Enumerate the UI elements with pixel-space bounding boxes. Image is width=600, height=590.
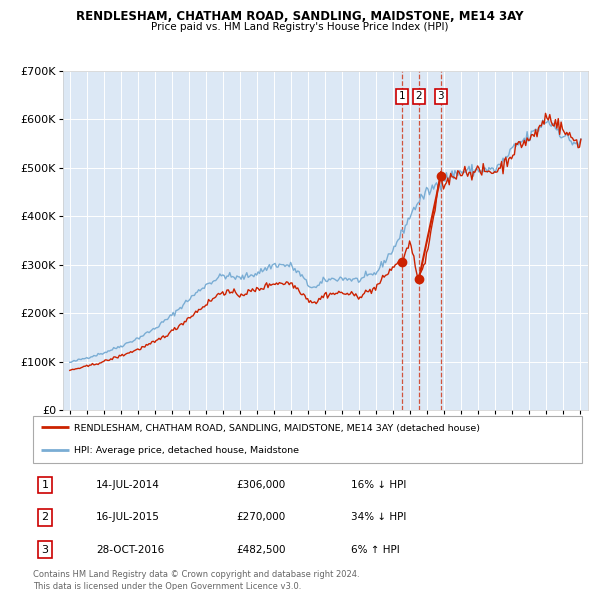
Text: Price paid vs. HM Land Registry's House Price Index (HPI): Price paid vs. HM Land Registry's House … [151, 22, 449, 32]
Text: £482,500: £482,500 [236, 545, 286, 555]
Text: 2: 2 [41, 513, 49, 522]
Text: HPI: Average price, detached house, Maidstone: HPI: Average price, detached house, Maid… [74, 447, 299, 455]
Text: £306,000: £306,000 [236, 480, 286, 490]
Text: 2: 2 [415, 91, 422, 101]
Text: 1: 1 [41, 480, 49, 490]
Text: 14-JUL-2014: 14-JUL-2014 [96, 480, 160, 490]
Text: 3: 3 [437, 91, 444, 101]
Text: £270,000: £270,000 [236, 513, 286, 522]
Text: 28-OCT-2016: 28-OCT-2016 [96, 545, 164, 555]
FancyBboxPatch shape [33, 416, 582, 463]
Text: RENDLESHAM, CHATHAM ROAD, SANDLING, MAIDSTONE, ME14 3AY (detached house): RENDLESHAM, CHATHAM ROAD, SANDLING, MAID… [74, 424, 480, 432]
Text: 6% ↑ HPI: 6% ↑ HPI [352, 545, 400, 555]
Text: 3: 3 [41, 545, 49, 555]
Text: RENDLESHAM, CHATHAM ROAD, SANDLING, MAIDSTONE, ME14 3AY: RENDLESHAM, CHATHAM ROAD, SANDLING, MAID… [76, 10, 524, 23]
Text: 16% ↓ HPI: 16% ↓ HPI [352, 480, 407, 490]
Text: 1: 1 [398, 91, 405, 101]
Text: Contains HM Land Registry data © Crown copyright and database right 2024.
This d: Contains HM Land Registry data © Crown c… [33, 570, 359, 590]
Text: 16-JUL-2015: 16-JUL-2015 [96, 513, 160, 522]
Text: 34% ↓ HPI: 34% ↓ HPI [352, 513, 407, 522]
